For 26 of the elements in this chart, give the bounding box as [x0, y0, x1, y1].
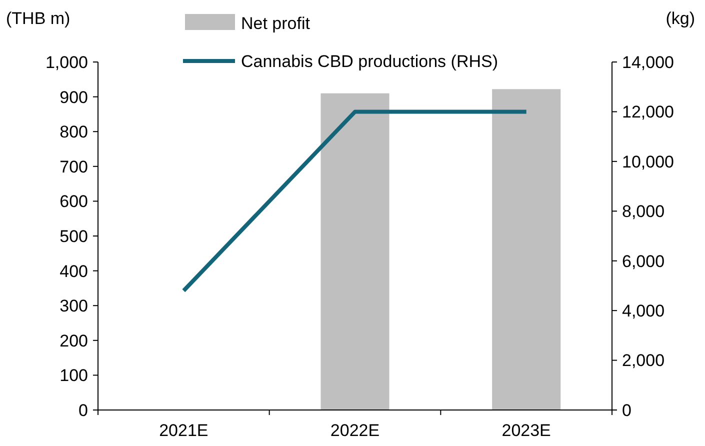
- y2-tick-label: 10,000: [622, 152, 674, 172]
- y-tick-label: 100: [60, 366, 88, 386]
- y-tick-label: 0: [78, 400, 88, 420]
- y-tick-label: 500: [60, 226, 88, 246]
- y-tick-label: 300: [60, 296, 88, 316]
- y2-tick-label: 14,000: [622, 52, 674, 72]
- x-tick-label: 2022E: [330, 421, 380, 440]
- y2-tick-label: 12,000: [622, 102, 674, 122]
- legend-label: Cannabis CBD productions (RHS): [241, 52, 498, 71]
- x-tick-label: 2023E: [502, 421, 551, 440]
- y-tick-label: 700: [60, 157, 88, 176]
- x-tick-label: 2021E: [159, 421, 208, 440]
- legend-label: Net profit: [241, 14, 310, 33]
- y2-tick-label: 4,000: [622, 302, 665, 321]
- y-tick-label: 800: [60, 122, 88, 142]
- y2-tick-label: 2,000: [622, 351, 665, 370]
- y-tick-label: 200: [60, 331, 88, 350]
- y-axis-title: (THB m): [6, 9, 70, 28]
- y2-tick-label: 8,000: [622, 202, 665, 222]
- y-tick-label: 900: [60, 88, 88, 107]
- y-tick-label: 600: [60, 192, 88, 212]
- y-tick-label: 1,000: [45, 52, 88, 72]
- y-tick-label: 400: [60, 262, 88, 281]
- y2-tick-label: 0: [622, 400, 632, 420]
- y2-axis-title: (kg): [666, 9, 695, 28]
- y2-tick-label: 6,000: [622, 252, 665, 271]
